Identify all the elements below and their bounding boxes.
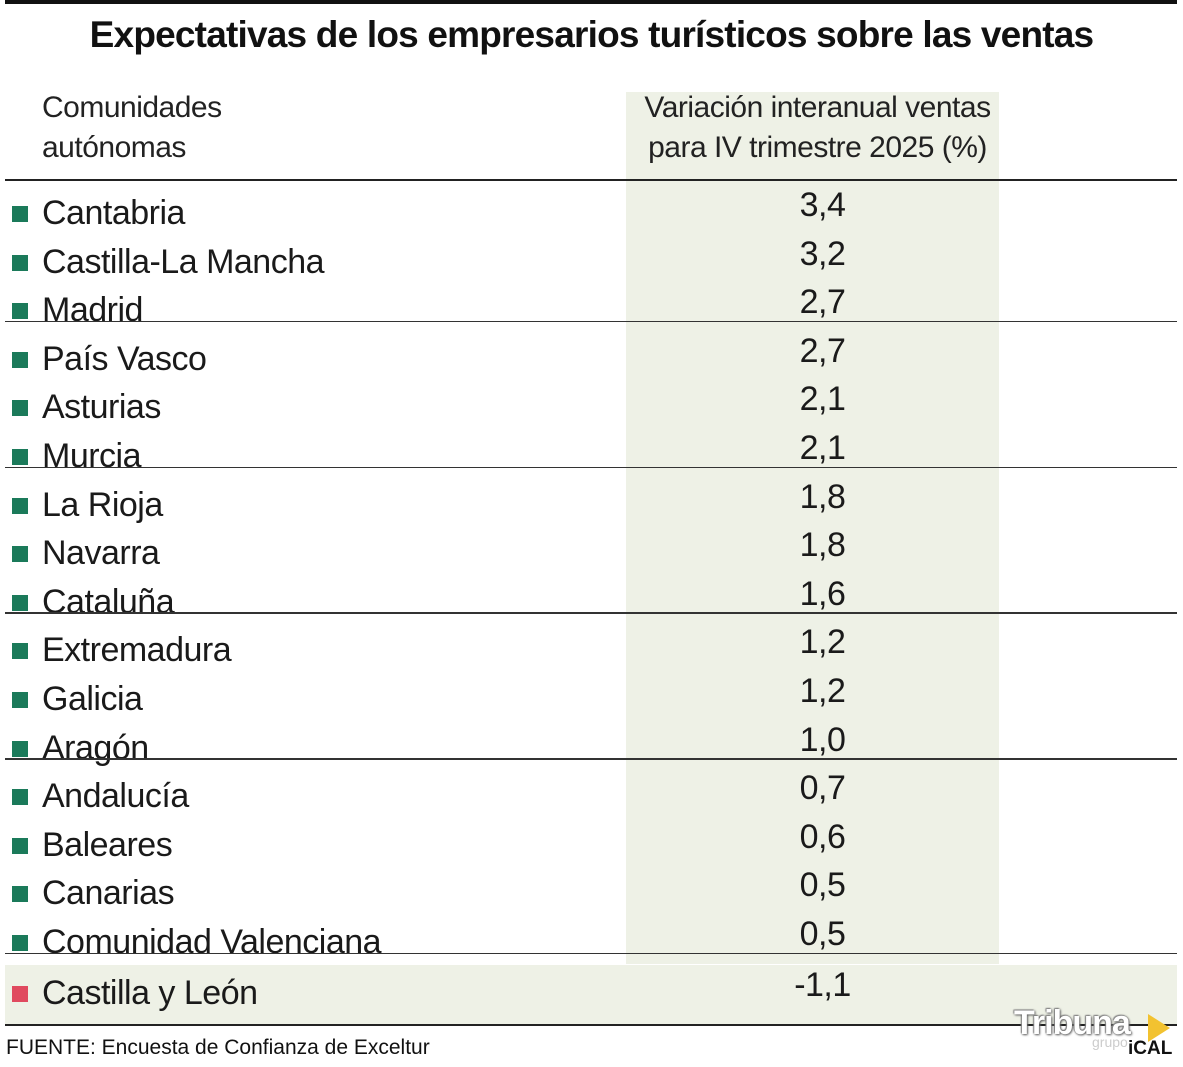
- table-row: Castilla-La Mancha 3,2: [0, 234, 1183, 285]
- row-marker-icon: [12, 935, 28, 951]
- column-header-values-line1: Variación interanual ventas: [644, 91, 991, 124]
- table-row: Aragón 1,0: [0, 720, 1183, 771]
- column-header-regions: Comunidades autónomas: [42, 88, 442, 168]
- region-value: 1,6: [799, 574, 846, 613]
- region-name: Castilla-La Mancha: [42, 242, 325, 281]
- region-value: 2,1: [799, 429, 846, 467]
- region-name: Andalucía: [42, 777, 189, 816]
- region-name: Aragón: [42, 728, 149, 767]
- region-value: 3,4: [799, 186, 846, 224]
- region-value: 0,7: [799, 769, 846, 808]
- table-row: Navarra 1,8: [0, 526, 1183, 576]
- region-name: Castilla y León: [42, 973, 258, 1012]
- region-name: Navarra: [42, 534, 160, 573]
- group-separator: [5, 466, 1177, 469]
- region-value: 0,6: [799, 817, 846, 856]
- region-name: Extremadura: [42, 631, 232, 670]
- row-marker-icon: [12, 692, 28, 708]
- row-marker-icon: [12, 643, 28, 660]
- region-name: Asturias: [42, 388, 161, 427]
- table-row: Cataluña 1,6: [0, 574, 1183, 625]
- region-value: 3,2: [799, 234, 846, 273]
- table-row: Galicia 1,2: [0, 672, 1183, 722]
- row-marker-icon: [12, 740, 28, 757]
- region-name: Cantabria: [42, 194, 185, 232]
- row-marker-icon: [12, 254, 28, 271]
- logo-sub: grupo: [1092, 1034, 1128, 1050]
- region-name: Cataluña: [42, 582, 175, 621]
- table-row: Baleares 0,6: [0, 817, 1183, 868]
- region-value: -1,1: [794, 965, 851, 1004]
- region-name: Baleares: [42, 825, 173, 864]
- region-value: 0,5: [799, 866, 846, 905]
- table-row: Comunidad Valenciana 0,5: [0, 915, 1183, 965]
- value-column-shade: [626, 92, 999, 964]
- row-marker-icon: [12, 546, 28, 563]
- table-row: Castilla y León -1,1: [0, 965, 1183, 1016]
- row-marker-icon: [12, 351, 28, 368]
- table-row: La Rioja 1,8: [0, 477, 1183, 528]
- row-marker-icon: [12, 789, 28, 806]
- region-value: 2,1: [799, 380, 846, 419]
- column-header-values-line2: para IV trimestre 2025 (%): [648, 131, 987, 164]
- table-row: Asturias 2,1: [0, 380, 1183, 430]
- group-separator: [5, 758, 1177, 760]
- region-name: Madrid: [42, 291, 143, 330]
- top-border: [5, 0, 1177, 4]
- row-marker-icon: [12, 594, 28, 611]
- chart-title: Expectativas de los empresarios turístic…: [89, 14, 1094, 55]
- region-value: 1,8: [799, 477, 846, 516]
- column-header-regions-line2: autónomas: [42, 131, 186, 164]
- row-marker-icon: [12, 886, 28, 903]
- region-name: Murcia: [42, 437, 142, 475]
- table-row: Andalucía 0,7: [0, 769, 1183, 819]
- region-value: 1,2: [799, 623, 846, 662]
- region-name: La Rioja: [42, 485, 163, 524]
- row-marker-icon: [12, 400, 28, 417]
- source-note: FUENTE: Encuesta de Confianza de Exceltu…: [6, 1036, 430, 1059]
- highlight-row-background: [5, 965, 1177, 1025]
- table-row: Murcia 2,1: [0, 429, 1183, 479]
- row-marker-icon: [12, 206, 28, 222]
- logo-play-icon: [1148, 1014, 1170, 1042]
- region-value: 2,7: [799, 283, 846, 322]
- logo-brand: Tribuna: [1014, 1004, 1131, 1042]
- group-separator: [5, 612, 1177, 614]
- table-row: Madrid 2,7: [0, 283, 1183, 333]
- column-header-regions-line1: Comunidades: [42, 91, 222, 124]
- logo-agency: iCAL: [1128, 1038, 1173, 1059]
- region-name: País Vasco: [42, 339, 207, 378]
- bottom-rule: [5, 1024, 1177, 1026]
- table-row: Extremadura 1,2: [0, 623, 1183, 673]
- row-marker-icon: [12, 985, 28, 1002]
- table-row: País Vasco 2,7: [0, 331, 1183, 382]
- region-value: 2,7: [799, 331, 846, 370]
- row-marker-icon: [12, 497, 28, 514]
- row-marker-icon: [12, 303, 28, 320]
- group-separator: [5, 320, 1177, 323]
- table-row: Cantabria 3,4: [0, 186, 1183, 236]
- region-name: Canarias: [42, 874, 175, 913]
- region-name: Comunidad Valenciana: [42, 923, 382, 961]
- table-row: Canarias 0,5: [0, 866, 1183, 916]
- region-value: 1,2: [799, 672, 846, 710]
- region-value: 1,8: [799, 526, 846, 565]
- row-marker-icon: [12, 449, 28, 465]
- row-marker-icon: [12, 837, 28, 854]
- group-separator: [5, 952, 1177, 955]
- column-header-values: Variación interanual ventas para IV trim…: [626, 88, 1009, 168]
- region-value: 1,0: [799, 720, 846, 759]
- header-rule: [5, 179, 1177, 181]
- publisher-logo: Tribuna grupo iCAL: [1012, 1004, 1178, 1062]
- region-value: 0,5: [799, 915, 846, 953]
- region-name: Galicia: [42, 680, 143, 718]
